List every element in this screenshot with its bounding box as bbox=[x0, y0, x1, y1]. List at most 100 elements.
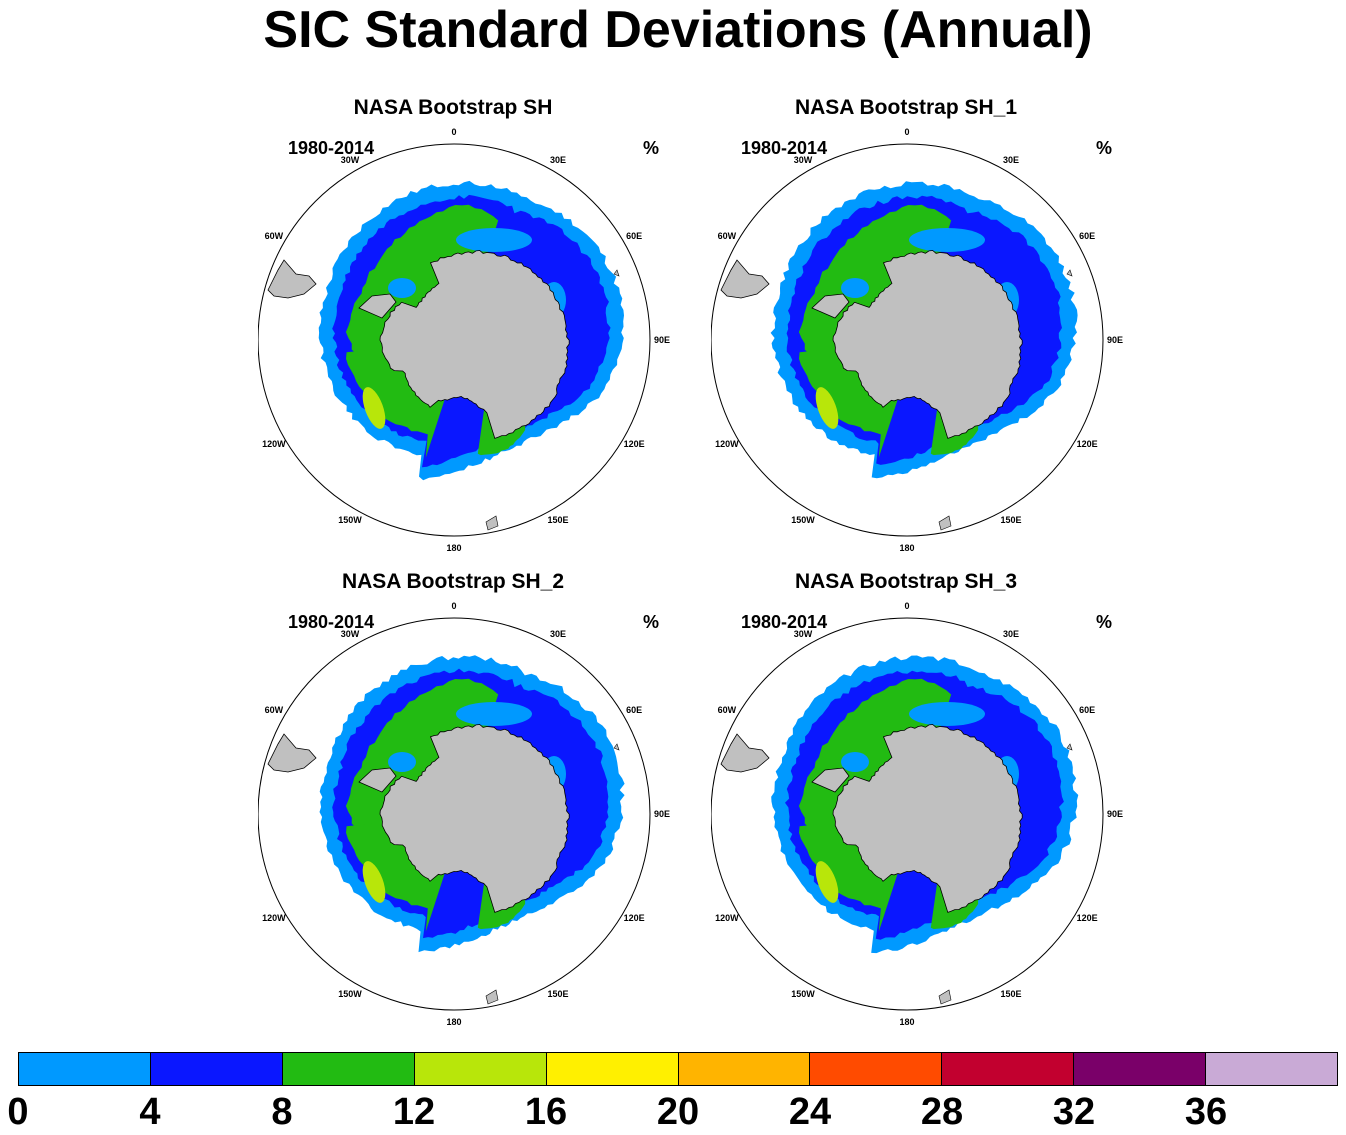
antarctica-landmass bbox=[832, 724, 1023, 913]
panel-title: NASA Bootstrap SH_1 bbox=[794, 96, 1018, 119]
colorbar-swatch bbox=[1074, 1053, 1207, 1085]
unit-label: % bbox=[643, 138, 660, 158]
panel-title: NASA Bootstrap SH_3 bbox=[794, 570, 1018, 593]
map-panel-4: 030E60E90E120E150E180150W120W90W60W30W N… bbox=[711, 570, 1171, 1030]
map-boundary bbox=[711, 617, 1104, 1011]
island bbox=[613, 269, 620, 277]
longitude-label: 60W bbox=[265, 705, 284, 715]
colorbar-swatch bbox=[414, 1053, 547, 1085]
longitude-label: 30W bbox=[794, 629, 813, 639]
longitude-label: 120E bbox=[1077, 439, 1098, 449]
polar-map: 030E60E90E120E150E180150W120W90W60W30W bbox=[711, 127, 1123, 553]
colorbar-swatch bbox=[1206, 1053, 1338, 1085]
longitude-label: 180 bbox=[899, 1017, 914, 1027]
colorbar-tick-label: 12 bbox=[392, 1091, 436, 1133]
longitude-label: 120W bbox=[715, 913, 739, 923]
longitude-label: 150W bbox=[338, 989, 362, 999]
longitude-label: 0 bbox=[451, 127, 456, 137]
ice-band-0-4 bbox=[388, 278, 416, 298]
colorbar-tick-label: 28 bbox=[920, 1091, 964, 1133]
colorbar-swatch bbox=[678, 1053, 811, 1085]
map-panel-2: 030E60E90E120E150E180150W120W90W60W30W N… bbox=[711, 96, 1171, 556]
longitude-label: 120E bbox=[624, 913, 645, 923]
south-america-landmass bbox=[720, 733, 770, 773]
longitude-label: 30E bbox=[1003, 629, 1019, 639]
polar-map: 030E60E90E120E150E180150W120W90W60W30W bbox=[258, 127, 670, 553]
longitude-label: 90E bbox=[1107, 809, 1123, 819]
longitude-label: 60E bbox=[1079, 231, 1095, 241]
antarctic-peninsula bbox=[811, 767, 850, 793]
longitude-label: 120W bbox=[262, 913, 286, 923]
longitude-label: 150W bbox=[791, 989, 815, 999]
island bbox=[938, 989, 952, 1005]
longitude-label: 90E bbox=[1107, 335, 1123, 345]
longitude-label: 30W bbox=[794, 155, 813, 165]
colorbar-tick-label: 16 bbox=[524, 1091, 568, 1133]
map-boundary bbox=[711, 143, 1104, 537]
ice-band-0-4 bbox=[456, 228, 532, 252]
longitude-label: 150E bbox=[1000, 515, 1021, 525]
island bbox=[613, 743, 620, 751]
longitude-label: 30W bbox=[341, 629, 360, 639]
longitude-label: 60E bbox=[1079, 705, 1095, 715]
colorbar-swatch bbox=[19, 1053, 151, 1085]
island bbox=[1066, 269, 1073, 277]
map-boundary bbox=[258, 617, 651, 1011]
colorbar-swatch bbox=[942, 1053, 1075, 1085]
period-label: 1980-2014 bbox=[288, 138, 375, 158]
colorbar-swatch bbox=[282, 1053, 415, 1085]
longitude-label: 120E bbox=[1077, 913, 1098, 923]
ice-band-12-16 bbox=[362, 861, 386, 903]
longitude-label: 30E bbox=[1003, 155, 1019, 165]
antarctica-landmass bbox=[379, 724, 570, 913]
longitude-label: 0 bbox=[904, 127, 909, 137]
longitude-label: 0 bbox=[904, 601, 909, 611]
ice-band-12-16 bbox=[815, 861, 839, 903]
colorbar-tick-label: 8 bbox=[271, 1091, 293, 1133]
longitude-label: 0 bbox=[451, 601, 456, 611]
period-label: 1980-2014 bbox=[741, 138, 828, 158]
ice-band-0-4 bbox=[388, 752, 416, 772]
longitude-label: 150E bbox=[547, 989, 568, 999]
ice-band-0-4 bbox=[909, 228, 985, 252]
longitude-label: 180 bbox=[446, 543, 461, 553]
longitude-label: 30E bbox=[550, 629, 566, 639]
ice-band-12-16 bbox=[815, 387, 839, 429]
antarctic-peninsula bbox=[358, 767, 397, 793]
colorbar-tick-label: 20 bbox=[656, 1091, 700, 1133]
longitude-label: 150W bbox=[338, 515, 362, 525]
island bbox=[485, 515, 499, 531]
colorbar-swatch bbox=[150, 1053, 283, 1085]
island bbox=[485, 989, 499, 1005]
colorbar-tick-label: 24 bbox=[788, 1091, 832, 1133]
ice-band-0-4 bbox=[909, 702, 985, 726]
colorbar-tick-label: 36 bbox=[1184, 1091, 1228, 1133]
island bbox=[1066, 743, 1073, 751]
longitude-label: 60E bbox=[626, 705, 642, 715]
panel-title: NASA Bootstrap SH bbox=[353, 96, 553, 119]
colorbar bbox=[18, 1052, 1338, 1086]
longitude-label: 30W bbox=[341, 155, 360, 165]
longitude-label: 120W bbox=[715, 439, 739, 449]
unit-label: % bbox=[1096, 138, 1113, 158]
antarctica-landmass bbox=[832, 250, 1023, 439]
map-panel-3: 030E60E90E120E150E180150W120W90W60W30W N… bbox=[258, 570, 718, 1030]
ice-band-12-16 bbox=[362, 387, 386, 429]
unit-label: % bbox=[1096, 612, 1113, 632]
panel-title: NASA Bootstrap SH_2 bbox=[341, 570, 565, 593]
antarctica-landmass bbox=[379, 250, 570, 439]
polar-map: 030E60E90E120E150E180150W120W90W60W30W bbox=[711, 601, 1123, 1027]
longitude-label: 60W bbox=[718, 705, 737, 715]
longitude-label: 90E bbox=[654, 809, 670, 819]
longitude-label: 150E bbox=[547, 515, 568, 525]
unit-label: % bbox=[643, 612, 660, 632]
longitude-label: 60W bbox=[265, 231, 284, 241]
antarctic-peninsula bbox=[358, 293, 397, 319]
polar-map: 030E60E90E120E150E180150W120W90W60W30W bbox=[258, 601, 670, 1027]
south-america-landmass bbox=[720, 259, 770, 299]
longitude-label: 60W bbox=[718, 231, 737, 241]
south-america-landmass bbox=[267, 259, 317, 299]
ice-band-0-4 bbox=[841, 752, 869, 772]
longitude-label: 90E bbox=[654, 335, 670, 345]
longitude-label: 120E bbox=[624, 439, 645, 449]
